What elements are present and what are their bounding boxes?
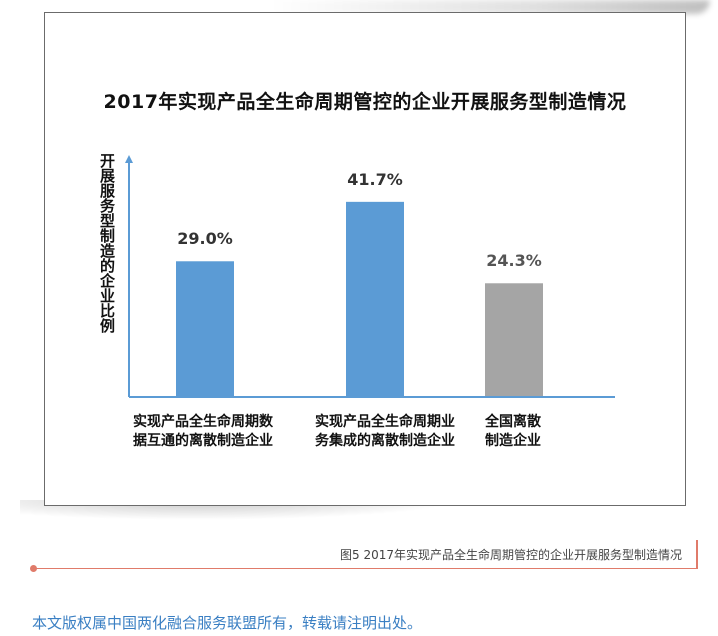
- value-label-1: 29.0%: [177, 229, 233, 249]
- bar-1: [176, 261, 234, 397]
- chart-figure: 2017年实现产品全生命周期管控的企业开展服务型制造情况 开展服务型制造的企业比…: [44, 12, 686, 506]
- frame-shadow-top: [270, 0, 710, 14]
- category-label-1-line-2: 据互通的离散制造企业: [133, 433, 273, 449]
- category-label-2-line-1: 实现产品全生命周期业: [315, 414, 455, 430]
- y-axis-arrow: [125, 155, 133, 163]
- category-label-2-line-2: 务集成的离散制造企业: [315, 433, 455, 449]
- caption-divider-line: [34, 568, 698, 569]
- category-label-1-line-1: 实现产品全生命周期数: [133, 414, 273, 430]
- y-axis-label: 开展服务型制造的企业比例: [98, 153, 116, 333]
- chart-title: 2017年实现产品全生命周期管控的企业开展服务型制造情况: [103, 91, 627, 113]
- figure-caption-area: 图5 2017年实现产品全生命周期管控的企业开展服务型制造情况: [30, 534, 698, 574]
- category-label-1: 实现产品全生命周期数 据互通的离散制造企业: [133, 413, 273, 451]
- bar-3: [485, 283, 543, 397]
- value-label-2: 41.7%: [347, 169, 403, 189]
- bar-2: [346, 201, 404, 397]
- value-label-3: 24.3%: [486, 251, 542, 271]
- bar-chart: [125, 155, 615, 398]
- category-label-2: 实现产品全生命周期业 务集成的离散制造企业: [315, 413, 455, 451]
- figure-caption: 图5 2017年实现产品全生命周期管控的企业开展服务型制造情况: [340, 548, 682, 562]
- copyright-notice: 本文版权属中国两化融合服务联盟所有，转载请注明出处。: [32, 614, 423, 632]
- caption-accent-bar: [696, 540, 698, 569]
- category-label-3: 全国离散 制造企业: [485, 413, 541, 451]
- caption-accent-dot: [30, 565, 37, 572]
- category-label-3-line-1: 全国离散: [485, 414, 541, 430]
- category-label-3-line-2: 制造企业: [485, 433, 541, 449]
